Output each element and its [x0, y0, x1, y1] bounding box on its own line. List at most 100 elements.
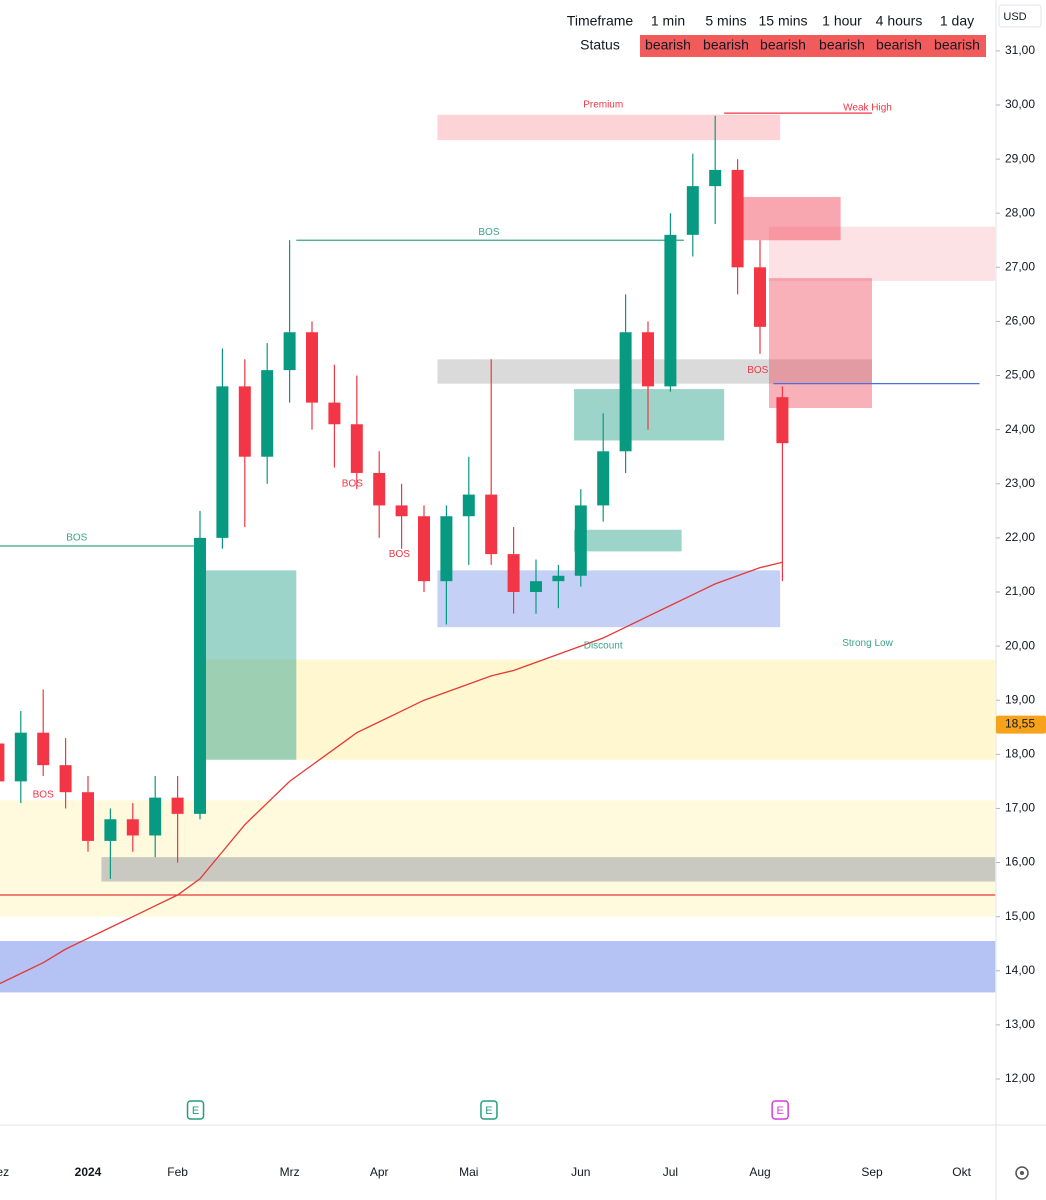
candle-body	[14, 732, 27, 782]
event-badge	[480, 1100, 498, 1120]
event-label: E	[485, 1105, 492, 1117]
zone	[574, 529, 682, 552]
x-tick-label: Dez	[0, 1165, 9, 1179]
zone	[768, 278, 872, 409]
status-cell: bearish	[876, 37, 922, 53]
candle-body	[373, 472, 386, 506]
candle-body	[149, 797, 162, 836]
candle-body	[462, 494, 475, 517]
y-tick-label: 17,00	[1005, 801, 1035, 815]
event-badge	[771, 1100, 789, 1120]
y-tick-label: 18,00	[1005, 747, 1035, 761]
timeframe-label: 1 day	[940, 13, 974, 29]
candle-body	[395, 505, 408, 517]
currency-button[interactable]	[998, 4, 1042, 28]
event-label: E	[776, 1105, 783, 1117]
timeframe-label: 4 hours	[876, 13, 923, 29]
currency[interactable]: USD	[1003, 11, 1026, 23]
y-tick-label: 19,00	[1005, 692, 1035, 706]
table-row-label: Status	[580, 37, 620, 53]
zone	[195, 659, 996, 760]
price-marker	[996, 715, 1046, 734]
plot-area: Premium Weak High BOS BOS BOS BOS BOS BOS Discou…	[0, 100, 996, 993]
zone	[574, 389, 725, 441]
candle-body	[306, 332, 318, 403]
price-marker-label: 18,55	[1005, 717, 1035, 731]
candle-body	[126, 819, 139, 836]
y-tick-label: 30,00	[1005, 97, 1035, 111]
zone	[739, 196, 841, 241]
y-tick-label: 26,00	[1005, 314, 1035, 328]
status-cell: bearish	[760, 37, 806, 53]
candle-body	[552, 575, 565, 582]
candle-body	[731, 169, 744, 268]
timeframe-label: 1 hour	[822, 13, 862, 29]
annotation: BOS	[342, 478, 363, 489]
timeframe-label: 15 mins	[758, 13, 807, 29]
status-cell: bearish	[819, 37, 865, 53]
status-cell: bearish	[703, 37, 749, 53]
candle-body	[328, 402, 341, 425]
y-tick-label: 23,00	[1005, 476, 1035, 490]
candle-body	[664, 234, 677, 387]
ma200-line	[0, 561, 783, 985]
zone	[0, 800, 996, 917]
candle-body	[0, 743, 5, 782]
event-badge	[186, 1100, 205, 1120]
candle-body	[619, 332, 632, 452]
y-tick-label: 22,00	[1005, 530, 1035, 544]
status-background	[640, 35, 986, 57]
x-tick-label: Okt	[952, 1165, 971, 1179]
annotation: BOS	[66, 533, 87, 544]
y-tick-label: 13,00	[1005, 1017, 1035, 1031]
annotation: BOS	[478, 227, 499, 238]
candle-body	[507, 554, 520, 592]
candle-body	[418, 516, 430, 582]
zone	[195, 570, 297, 760]
candle-body	[171, 797, 184, 814]
timeframe-label: 1 min	[651, 13, 685, 29]
candle-body	[597, 451, 610, 506]
annotation: Weak High	[843, 102, 892, 113]
candle-body	[485, 494, 498, 555]
settings-icon[interactable]	[1015, 1166, 1029, 1180]
y-tick-label: 29,00	[1005, 151, 1035, 165]
y-tick-label: 31,00	[1005, 43, 1035, 57]
annotation: BOS	[33, 790, 54, 801]
candle-body	[776, 397, 789, 444]
y-tick-label: 27,00	[1005, 259, 1035, 273]
x-tick-label: Sep	[861, 1165, 883, 1179]
y-tick-label: 12,00	[1005, 1071, 1035, 1085]
y-tick-label: 15,00	[1005, 909, 1035, 923]
y-tick-label: 24,00	[1005, 422, 1035, 436]
x-tick-label: Aug	[749, 1165, 770, 1179]
timeframe-label: 5 mins	[705, 13, 746, 29]
x-tick-label: Jul	[663, 1165, 678, 1179]
x-tick-label: Feb	[167, 1165, 188, 1179]
candle-body	[216, 386, 229, 538]
candle-body	[642, 332, 654, 387]
y-tick-label: 14,00	[1005, 963, 1035, 977]
annotation: BOS	[747, 365, 768, 376]
zone	[437, 114, 781, 141]
y-tick-label: 28,00	[1005, 205, 1035, 219]
status-cell: bearish	[934, 37, 980, 53]
candle-body	[238, 386, 251, 457]
y-tick-label: 20,00	[1005, 638, 1035, 652]
annotation: Premium	[583, 100, 623, 111]
status-cell: bearish	[645, 37, 691, 53]
candle-body	[709, 169, 722, 187]
y-tick-label: 25,00	[1005, 368, 1035, 382]
zone	[437, 570, 781, 628]
annotation: Discount	[584, 641, 623, 652]
x-tick-label: Jun	[571, 1165, 590, 1179]
candle-body	[194, 537, 206, 814]
x-tick-label: Mrz	[280, 1165, 300, 1179]
candle-body	[104, 819, 117, 841]
candle-body	[82, 792, 94, 841]
y-tick-label: 21,00	[1005, 584, 1035, 598]
zone	[437, 359, 872, 384]
zone	[0, 941, 996, 993]
